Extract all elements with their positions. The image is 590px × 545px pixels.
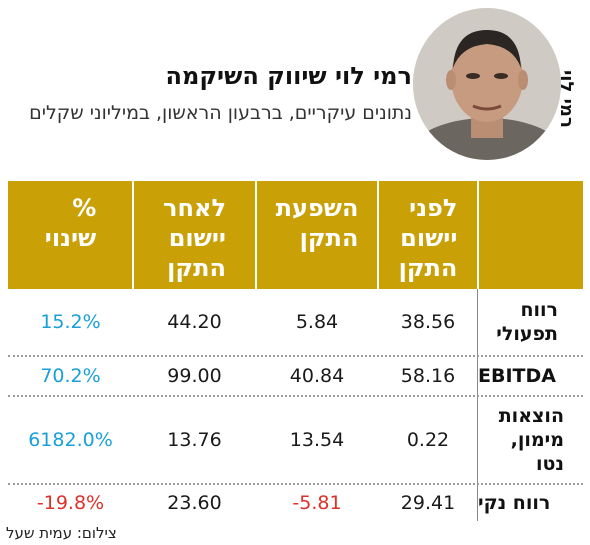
photo-credit: צילום: עמית שעל bbox=[6, 524, 117, 542]
cell-before: 0.22 bbox=[406, 429, 450, 451]
cell-change: -19.8% bbox=[36, 492, 105, 514]
col-header-effect: השפעת התקן bbox=[275, 194, 359, 252]
chart-title: רמי לוי שיווק השיקמה bbox=[165, 62, 412, 90]
table-row: 6182.0% 13.76 13.54 0.22 הוצאות מימון, נ… bbox=[8, 397, 583, 483]
portrait-photo bbox=[413, 8, 561, 160]
photo-name-label: רמי לוי bbox=[556, 70, 590, 170]
cell-after: 23.60 bbox=[167, 492, 222, 514]
photo-name: רמי לוי bbox=[556, 70, 577, 128]
cell-change: 15.2% bbox=[40, 311, 101, 333]
cell-change: 6182.0% bbox=[28, 429, 113, 451]
col-header-after: לאחר יישום התקן bbox=[163, 194, 226, 282]
cell-effect: -5.81 bbox=[292, 492, 342, 514]
header: רמי לוי שיווק השיקמה נתונים עיקריים, ברב… bbox=[0, 0, 590, 180]
col-header-change: % שינוי bbox=[44, 194, 97, 252]
col-header-before: לפני יישום התקן bbox=[398, 194, 458, 282]
cell-change: 70.2% bbox=[40, 365, 101, 387]
portrait-photo-graphic bbox=[413, 8, 561, 160]
row-label: רווח נקי bbox=[478, 492, 551, 514]
cell-effect: 5.84 bbox=[295, 311, 339, 333]
cell-before: 58.16 bbox=[400, 365, 456, 387]
cell-after: 13.76 bbox=[167, 429, 222, 451]
cell-before: 29.41 bbox=[400, 492, 456, 514]
cell-after: 44.20 bbox=[167, 311, 222, 333]
cell-after: 99.00 bbox=[167, 365, 222, 387]
cell-before: 38.56 bbox=[400, 311, 456, 333]
table-header-row: % שינוי לאחר יישום התקן השפעת התקן לפני … bbox=[8, 181, 583, 289]
cell-effect: 13.54 bbox=[289, 429, 345, 451]
row-label: EBITDA bbox=[478, 365, 556, 387]
table-row: -19.8% 23.60 -5.81 29.41 רווח נקי bbox=[8, 485, 583, 521]
cell-effect: 40.84 bbox=[289, 365, 345, 387]
row-label: רווח תפעולי bbox=[496, 299, 558, 345]
table-row: 15.2% 44.20 5.84 38.56 רווח תפעולי bbox=[8, 289, 583, 355]
row-label: הוצאות מימון, נטו bbox=[498, 405, 564, 475]
table-row: 70.2% 99.00 40.84 58.16 EBITDA bbox=[8, 357, 583, 395]
chart-subtitle: נתונים עיקריים, ברבעון הראשון, במיליוני … bbox=[29, 102, 412, 124]
